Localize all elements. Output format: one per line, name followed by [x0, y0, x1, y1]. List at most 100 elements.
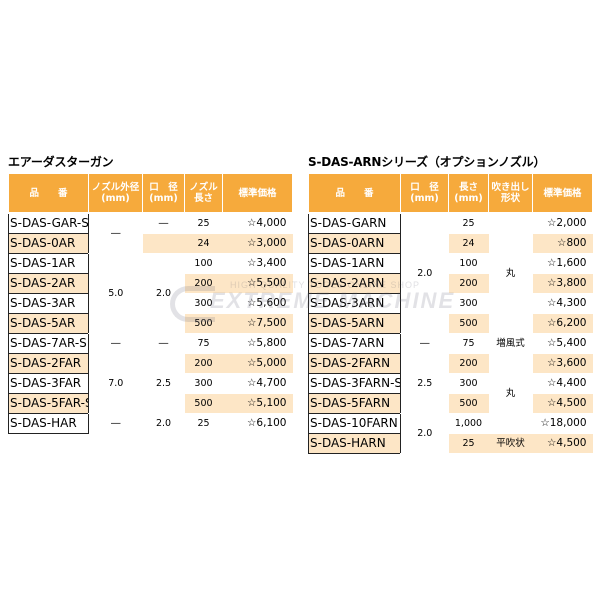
- header-model: 品 番: [308, 172, 401, 214]
- table-row: S-DAS-1ARN 100 ☆1,600: [308, 253, 593, 274]
- outer-dia-cell: 7.0: [88, 353, 143, 414]
- table-row: S-DAS-0ARN 24 ☆800: [308, 233, 593, 254]
- length-cell: 200: [448, 273, 489, 294]
- bore-cell: 2.0: [142, 253, 185, 334]
- table-header-row: 品 番 口 径(mm) 長さ(mm) 吹き出し形状 標準価格: [308, 172, 593, 214]
- option-nozzle-table: 品 番 口 径(mm) 長さ(mm) 吹き出し形状 標準価格 S-DAS-GAR…: [308, 172, 593, 454]
- table-row: S-DAS-2ARN 200 ☆3,800: [308, 273, 593, 294]
- length-cell: 300: [184, 373, 223, 394]
- table-row: S-DAS-2AR 200 ☆5,500: [8, 273, 293, 294]
- length-cell: 500: [184, 393, 223, 414]
- price-cell: ☆4,300: [532, 293, 593, 314]
- shape-cell: 増風式: [488, 333, 533, 354]
- model-cell: S-DAS-3FARN-S: [308, 373, 401, 394]
- price-cell: ☆5,600: [222, 293, 293, 314]
- bore-cell: ―: [142, 213, 185, 234]
- price-cell: ☆5,000: [222, 353, 293, 374]
- table-row: S-DAS-3FAR 300 ☆4,700: [8, 373, 293, 394]
- model-cell: S-DAS-2FARN: [308, 353, 401, 374]
- outer-dia-cell: ―: [88, 333, 143, 354]
- table-row: S-DAS-GAR-S ― ― 25 ☆4,000: [8, 213, 293, 254]
- price-cell: ☆1,600: [532, 253, 593, 274]
- table-row: S-DAS-7AR-S ― ― 75 ☆5,800: [8, 333, 293, 354]
- air-duster-gun-section: エアーダスターガン 品 番 ノズル外径(mm) 口 径(mm) ノズル長さ 標準…: [8, 155, 293, 434]
- price-cell: ☆5,400: [532, 333, 593, 354]
- bore-cell: 2.0: [400, 413, 449, 454]
- table-row: S-DAS-3AR 300 ☆5,600: [8, 293, 293, 314]
- price-cell: ☆3,400: [222, 253, 293, 274]
- length-cell: 75: [184, 333, 223, 354]
- header-price: 標準価格: [222, 172, 293, 214]
- length-cell: 1,000: [448, 413, 489, 434]
- price-cell: ☆5,500: [222, 273, 293, 294]
- price-cell: ☆3,800: [532, 273, 593, 294]
- model-cell: S-DAS-7AR-S: [8, 333, 89, 354]
- model-cell: S-DAS-3AR: [8, 293, 89, 314]
- table-row: S-DAS-10FARN 2.0 1,000 ☆18,000: [308, 413, 593, 454]
- length-cell: 75: [448, 333, 489, 354]
- shape-cell: 丸: [488, 353, 533, 434]
- header-shape: 吹き出し形状: [488, 172, 533, 214]
- table-row: S-DAS-5ARN 500 ☆6,200: [308, 313, 593, 334]
- bore-cell: ―: [400, 333, 449, 354]
- length-cell: 100: [448, 253, 489, 274]
- table-row: S-DAS-GARN 2.0 25 丸 ☆2,000: [308, 213, 593, 334]
- price-cell: ☆3,600: [532, 353, 593, 374]
- length-cell: 300: [448, 293, 489, 314]
- price-cell: ☆18,000: [532, 413, 593, 434]
- model-cell: S-DAS-1AR: [8, 253, 89, 274]
- price-cell: ☆6,200: [532, 313, 593, 334]
- shape-cell: 丸: [488, 213, 533, 334]
- length-cell: 25: [448, 213, 489, 234]
- price-cell: ☆5,800: [222, 333, 293, 354]
- price-cell: ☆3,000: [222, 233, 293, 254]
- table-row: S-DAS-1AR 5.0 2.0 100 ☆3,400: [8, 253, 293, 334]
- header-length: 長さ(mm): [448, 172, 489, 214]
- table-row: S-DAS-5FAR-S 500 ☆5,100: [8, 393, 293, 414]
- model-cell: S-DAS-5FAR-S: [8, 393, 89, 414]
- bore-cell: 2.0: [400, 213, 449, 334]
- header-outer-diameter: ノズル外径(mm): [88, 172, 143, 214]
- header-nozzle-length: ノズル長さ: [184, 172, 223, 214]
- price-cell: ☆5,100: [222, 393, 293, 414]
- model-cell: S-DAS-5FARN: [308, 393, 401, 414]
- table-row: S-DAS-0AR 24 ☆3,000: [8, 233, 293, 254]
- model-cell: S-DAS-2FAR: [8, 353, 89, 374]
- table-row: S-DAS-3FARN-S 300 ☆4,400: [308, 373, 593, 394]
- left-section-title: エアーダスターガン: [8, 155, 114, 169]
- model-cell: S-DAS-GARN: [308, 213, 401, 234]
- option-nozzle-section: S-DAS-ARNシリーズ（オプションノズル） 品 番 口 径(mm) 長さ(m…: [308, 155, 593, 454]
- price-cell: ☆4,500: [532, 433, 593, 454]
- bore-cell: 2.5: [400, 353, 449, 414]
- table-row: S-DAS-7ARN ― 75 増風式 ☆5,400: [308, 333, 593, 354]
- table-row: S-DAS-5FARN 500 ☆4,500: [308, 393, 593, 414]
- model-cell: S-DAS-HAR: [8, 413, 89, 434]
- model-cell: S-DAS-1ARN: [308, 253, 401, 274]
- outer-dia-cell: ―: [88, 413, 143, 434]
- length-cell: 24: [184, 233, 223, 254]
- table-row: S-DAS-HAR ― 2.0 25 ☆6,100: [8, 413, 293, 434]
- length-cell: 25: [448, 433, 489, 454]
- table-row: S-DAS-2FARN 2.5 200 丸 ☆3,600: [308, 353, 593, 434]
- right-section-title: S-DAS-ARNシリーズ（オプションノズル）: [308, 155, 546, 169]
- price-cell: ☆7,500: [222, 313, 293, 334]
- length-cell: 500: [448, 313, 489, 334]
- length-cell: 300: [448, 373, 489, 394]
- outer-dia-cell: 5.0: [88, 253, 143, 334]
- model-cell: S-DAS-0ARN: [308, 233, 401, 254]
- length-cell: 200: [448, 353, 489, 374]
- length-cell: 25: [184, 413, 223, 434]
- table-row: S-DAS-HARN 25 平吹状 ☆4,500: [308, 433, 593, 454]
- length-cell: 100: [184, 253, 223, 274]
- outer-dia-cell: ―: [88, 213, 143, 254]
- model-cell: S-DAS-2AR: [8, 273, 89, 294]
- bore-cell: ―: [142, 333, 185, 354]
- bore-cell: 2.0: [142, 413, 185, 434]
- header-price: 標準価格: [532, 172, 593, 214]
- air-duster-gun-table: 品 番 ノズル外径(mm) 口 径(mm) ノズル長さ 標準価格 S-DAS-G…: [8, 172, 293, 434]
- price-cell: ☆4,400: [532, 373, 593, 394]
- model-cell: S-DAS-3FAR: [8, 373, 89, 394]
- price-cell: ☆800: [532, 233, 593, 254]
- table-row: S-DAS-5AR 500 ☆7,500: [8, 313, 293, 334]
- model-cell: S-DAS-HARN: [308, 433, 401, 454]
